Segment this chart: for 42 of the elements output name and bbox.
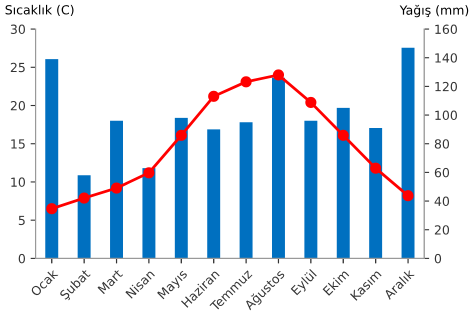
y2-tick-label: 40 xyxy=(434,196,450,206)
bar xyxy=(336,108,350,258)
y-tick-label: 30 xyxy=(10,24,25,34)
y-axis-title: Sıcaklık (C) xyxy=(6,4,74,16)
y2-axis-title: Yağış (mm) xyxy=(400,4,468,18)
point xyxy=(143,167,154,178)
bar xyxy=(272,78,285,258)
y2-tick-label: 160 xyxy=(435,24,457,34)
point xyxy=(370,162,382,174)
y2-tick-label: 80 xyxy=(434,139,450,149)
y-tick-label: 25 xyxy=(10,62,25,72)
y-tick-label: 10 xyxy=(11,177,25,187)
y2-tick-label: 60 xyxy=(434,168,450,178)
point xyxy=(272,69,284,80)
y-tick-label: 0 xyxy=(18,254,25,264)
bar xyxy=(402,48,415,258)
bar xyxy=(174,118,188,258)
y-tick-label: 5 xyxy=(18,216,25,226)
bar xyxy=(304,120,318,258)
y2-tick-label: 0 xyxy=(434,254,442,264)
point xyxy=(305,96,316,108)
y2-tick-label: 100 xyxy=(435,110,457,120)
y-tick-label: 15 xyxy=(11,139,25,149)
bar xyxy=(110,120,124,258)
bar xyxy=(369,128,382,258)
point xyxy=(110,182,122,194)
point xyxy=(208,90,220,102)
y2-tick-label: 120 xyxy=(435,82,457,92)
y2-tick-label: 140 xyxy=(435,53,457,63)
point xyxy=(176,130,187,141)
point xyxy=(240,76,252,88)
point xyxy=(46,203,58,214)
point xyxy=(78,192,90,204)
y2-tick-label: 20 xyxy=(434,225,450,235)
bar xyxy=(45,59,58,258)
bar xyxy=(207,129,220,258)
bar xyxy=(240,122,253,258)
bar xyxy=(142,168,156,258)
bar xyxy=(78,175,91,258)
y-tick-label: 20 xyxy=(10,100,25,110)
point xyxy=(402,190,414,202)
point xyxy=(338,130,349,141)
